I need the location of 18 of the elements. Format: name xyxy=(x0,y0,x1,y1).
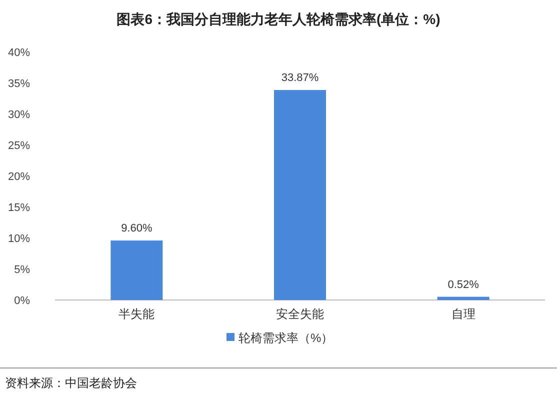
title: 图表6：我国分自理能力老年人轮椅需求率(单位：%) xyxy=(116,11,440,27)
ytick: 5% xyxy=(14,264,30,276)
ytick: 40% xyxy=(8,47,30,59)
xtick: 半失能 xyxy=(118,307,155,321)
ytick: 35% xyxy=(8,78,30,90)
ytick: 25% xyxy=(8,140,30,152)
ytick: 30% xyxy=(8,109,30,121)
ytick: 20% xyxy=(8,171,30,183)
ytick: 0% xyxy=(14,295,30,307)
xtick: 自理 xyxy=(451,307,476,321)
legend-text: 轮椅需求率（%） xyxy=(238,331,334,345)
data-label: 0.52% xyxy=(448,278,479,291)
data-label: 9.60% xyxy=(121,222,152,234)
ytick: 15% xyxy=(8,202,30,214)
ytick: 10% xyxy=(8,233,30,245)
data-label: 33.87% xyxy=(281,72,319,84)
annotation: 资料来源：中国老龄协会 xyxy=(5,376,137,390)
xtick: 安全失能 xyxy=(276,307,324,321)
